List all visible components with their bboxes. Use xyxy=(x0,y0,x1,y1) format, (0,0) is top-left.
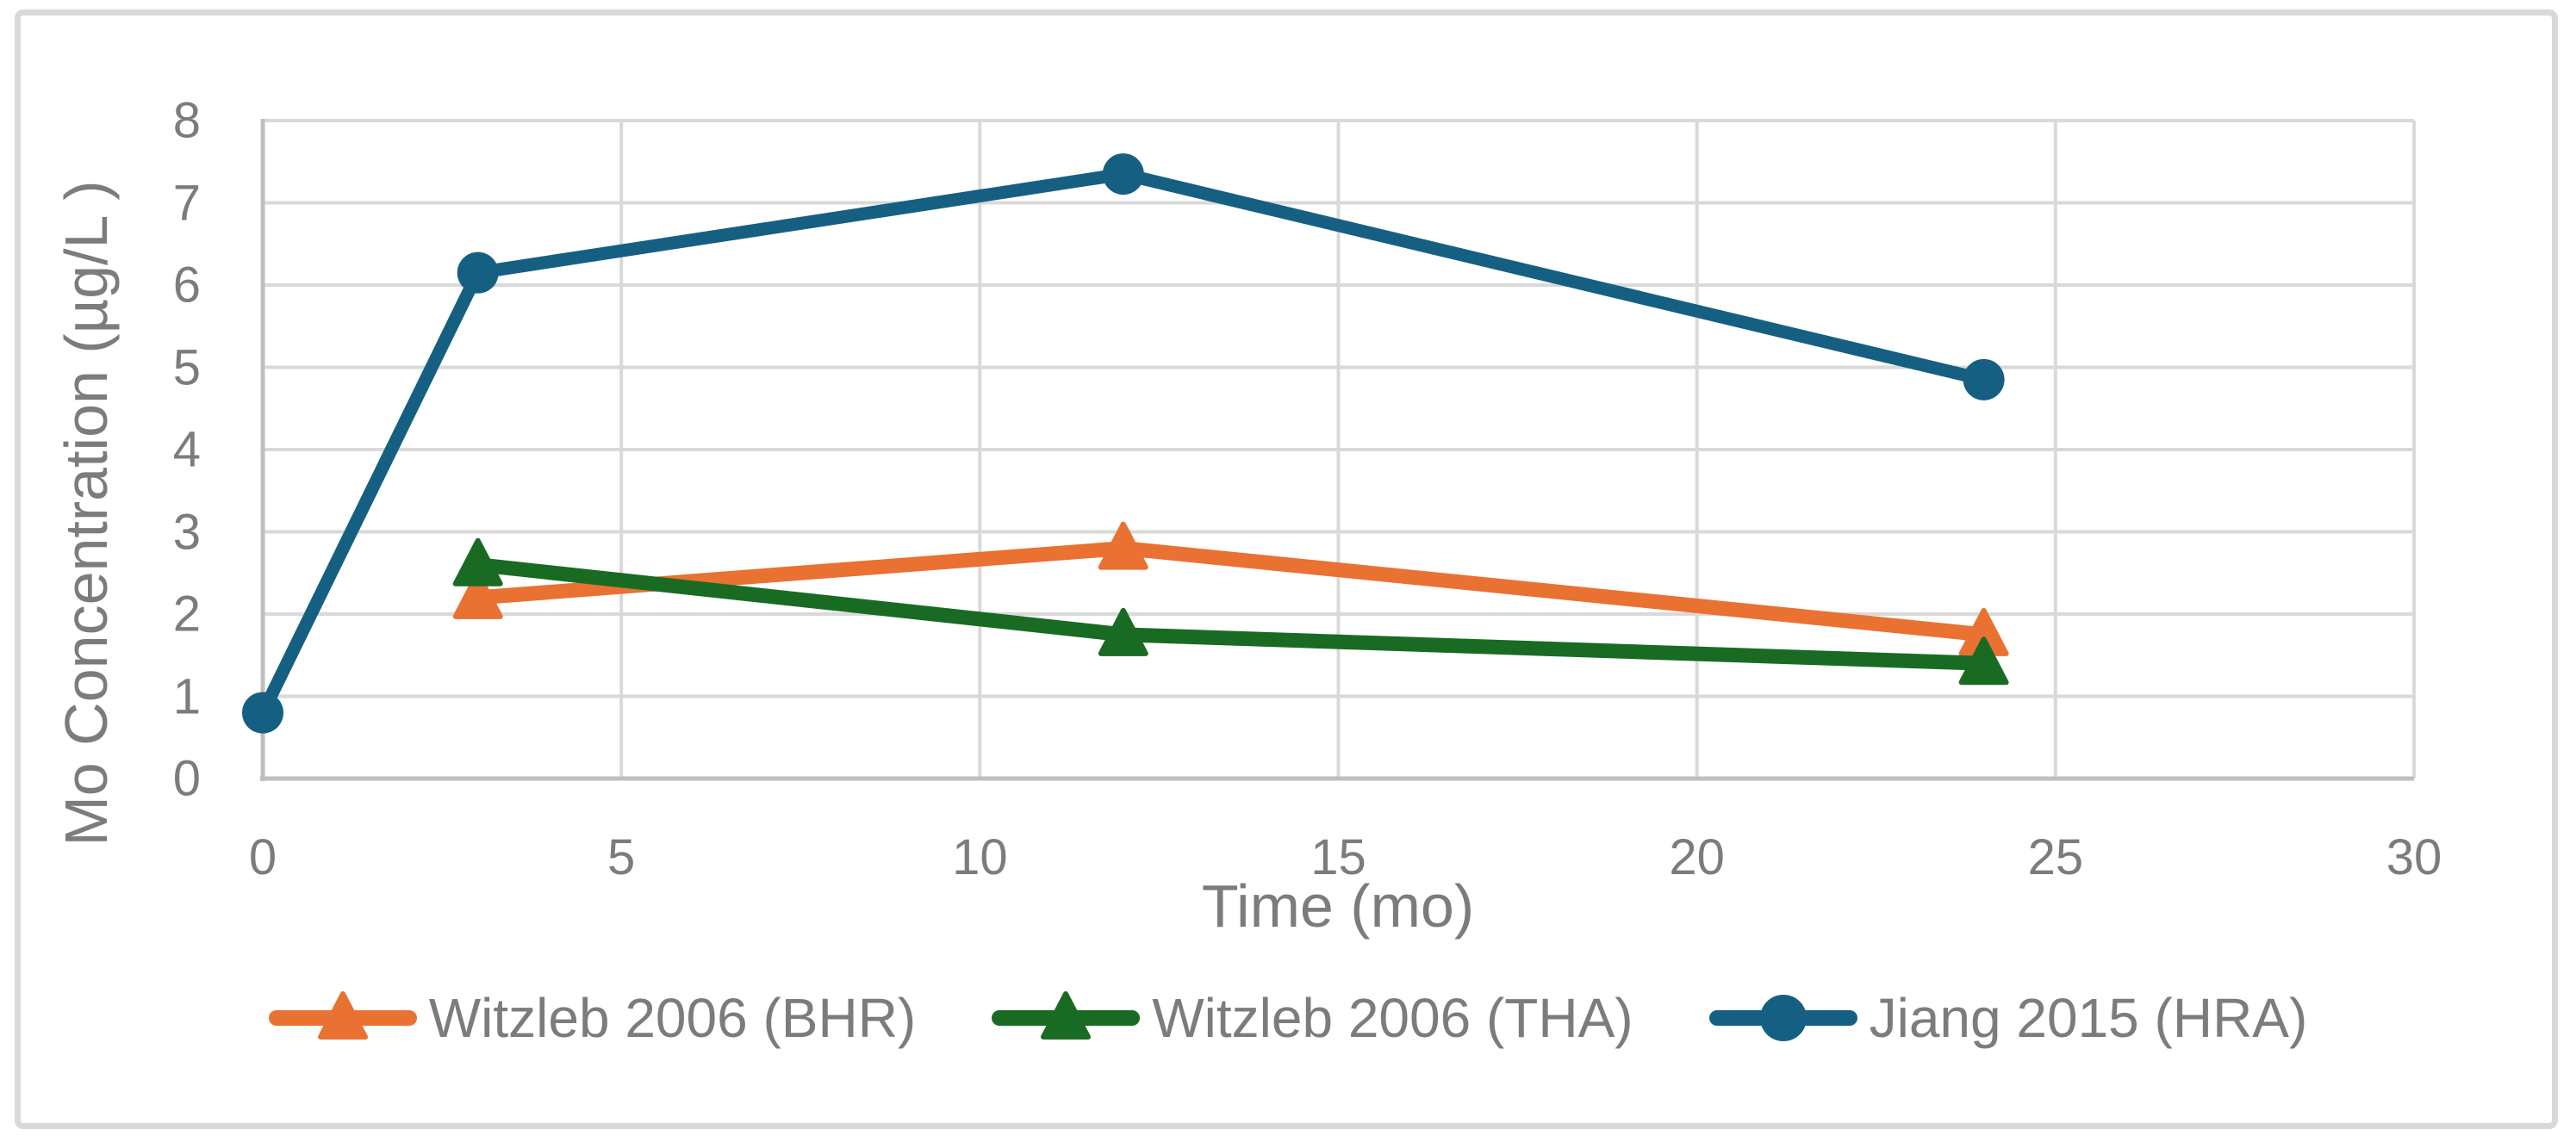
x-tick-label: 10 xyxy=(952,829,1008,885)
legend-marker-circle xyxy=(1708,995,1857,1041)
data-marker-circle xyxy=(457,251,499,294)
y-tick-label: 1 xyxy=(172,668,201,724)
legend-marker-triangle xyxy=(268,991,417,1040)
x-tick-label: 5 xyxy=(607,829,636,885)
x-tick-label: 20 xyxy=(1669,829,1725,885)
y-tick-label: 7 xyxy=(172,175,201,231)
y-tick-label: 5 xyxy=(172,339,201,395)
data-marker-triangle xyxy=(1098,521,1148,570)
x-tick-label: 15 xyxy=(1310,829,1366,885)
legend-item-1: Witzleb 2006 (THA) xyxy=(992,984,1633,1052)
legend-triangle xyxy=(317,991,368,1040)
y-tick-label: 0 xyxy=(172,750,201,807)
legend-item-0: Witzleb 2006 (BHR) xyxy=(268,984,917,1052)
legend-circle xyxy=(1759,995,1807,1041)
legend-marker-triangle xyxy=(992,991,1141,1040)
y-tick-label: 2 xyxy=(172,586,201,642)
y-axis-title: Mo Concentration (µg/L ) xyxy=(53,180,120,847)
y-tick-label: 6 xyxy=(172,257,201,313)
y-tick-label: 3 xyxy=(172,504,201,560)
legend-label: Witzleb 2006 (THA) xyxy=(1152,987,1633,1049)
chart-border xyxy=(15,9,2558,1129)
y-tick-label: 8 xyxy=(172,92,201,149)
series-line-2 xyxy=(257,167,1986,716)
data-marker-triangle xyxy=(452,570,503,619)
data-marker-triangle xyxy=(1098,607,1148,656)
x-tick-label: 30 xyxy=(2386,829,2442,885)
x-tick-label: 25 xyxy=(2027,829,2084,885)
y-axis-tick-labels: 0 1 2 3 4 5 6 7 8 xyxy=(0,0,201,1142)
data-marker-triangle xyxy=(452,537,503,587)
legend-item-2: Jiang 2015 (HRA) xyxy=(1708,984,2308,1052)
x-axis-title: Time (mo) xyxy=(1201,872,1475,940)
x-tick-label: 0 xyxy=(248,829,277,885)
data-marker-circle xyxy=(1963,358,2005,400)
legend-label: Jiang 2015 (HRA) xyxy=(1869,987,2308,1049)
legend-triangle xyxy=(1041,991,1092,1040)
x-axis-tick-labels: 0 5 10 15 20 25 30 xyxy=(0,829,2576,897)
legend: Witzleb 2006 (BHR) Witzleb 2006 (THA) Jian… xyxy=(0,984,2576,1052)
legend-label: Witzleb 2006 (BHR) xyxy=(428,987,917,1049)
data-marker-triangle xyxy=(1958,636,2009,686)
data-marker-circle xyxy=(242,692,283,734)
data-marker-circle xyxy=(1102,153,1144,196)
y-tick-label: 4 xyxy=(172,421,201,478)
